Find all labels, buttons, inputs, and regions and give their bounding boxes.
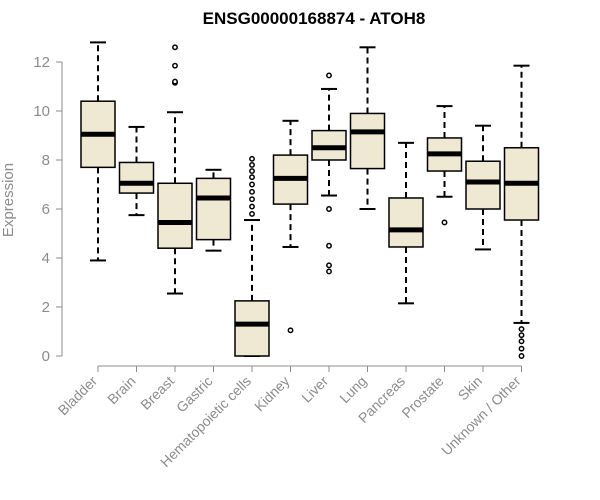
outlier-point: [249, 210, 255, 217]
outlier-point: [249, 168, 255, 174]
box-brain: [118, 125, 155, 217]
outlier-point: [249, 196, 255, 203]
x-tick-label: Lung: [336, 373, 369, 406]
outlier-point: [249, 188, 255, 195]
box-lung: [349, 46, 386, 210]
y-tick-label: 4: [42, 250, 50, 267]
iqr-box: [349, 112, 386, 170]
x-tick-label: Liver: [298, 373, 331, 406]
box-gastric: [195, 168, 232, 252]
outlier-point: [518, 345, 525, 352]
box-prostate: [426, 105, 463, 226]
iqr-box: [388, 197, 424, 248]
outlier-point: [172, 62, 178, 69]
outlier-point: [326, 268, 332, 275]
iqr-box: [118, 161, 155, 194]
box-unknown-other: [503, 64, 540, 359]
box-breast: [157, 44, 193, 295]
outlier-point: [249, 174, 255, 181]
outlier-point: [249, 161, 255, 168]
outlier-point: [326, 72, 332, 79]
y-axis-label: Expression: [0, 163, 17, 237]
iqr-box: [157, 182, 193, 249]
box-kidney: [272, 119, 309, 334]
outlier-point: [326, 242, 332, 249]
outlier-point: [518, 326, 525, 332]
iqr-box: [465, 160, 501, 210]
outlier-point: [326, 262, 332, 269]
chart-title: ENSG00000168874 - ATOH8: [203, 9, 426, 28]
outlier-point: [518, 332, 525, 339]
x-tick-label: Prostate: [398, 373, 446, 421]
box-skin: [465, 124, 501, 251]
outlier-point: [172, 78, 178, 85]
outlier-point: [518, 338, 525, 345]
box-bladder: [80, 41, 116, 262]
outlier-point: [249, 155, 255, 162]
outlier-point: [326, 206, 332, 212]
outlier-point: [441, 219, 448, 226]
outlier-point: [249, 203, 255, 210]
y-tick-label: 8: [42, 152, 50, 169]
outlier-point: [249, 181, 255, 188]
outlier-point: [518, 353, 525, 359]
x-tick-label: Bladder: [55, 373, 101, 419]
outlier-point: [172, 44, 178, 51]
x-tick-label: Kidney: [251, 373, 293, 415]
box-hematopoietic-cells: [234, 155, 270, 357]
boxes-group: [80, 41, 540, 359]
y-tick-label: 0: [42, 348, 50, 365]
y-tick-label: 10: [33, 103, 50, 120]
box-liver: [311, 72, 347, 275]
y-tick-label: 12: [33, 54, 50, 71]
y-tick-label: 2: [42, 299, 50, 316]
box-pancreas: [388, 141, 424, 305]
y-tick-label: 6: [42, 201, 50, 218]
iqr-box: [234, 300, 270, 357]
y-axis: 0 2 4 6 8 10 12: [33, 54, 63, 365]
x-tick-label: Brain: [104, 373, 138, 407]
outlier-point: [287, 327, 294, 334]
iqr-box: [195, 177, 232, 241]
x-tick-label: Breast: [137, 373, 177, 413]
x-tick-label: Skin: [455, 373, 486, 404]
